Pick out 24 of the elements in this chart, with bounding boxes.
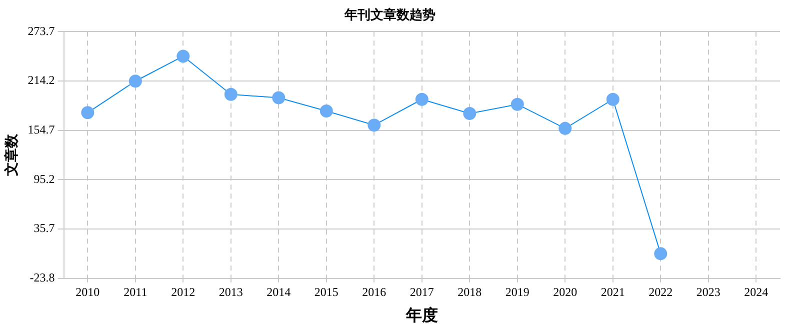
x-tick-label: 2015 (314, 284, 338, 299)
x-tick-label: 2016 (362, 284, 386, 299)
x-tick-label: 2019 (505, 284, 530, 299)
x-tick-label: 2023 (696, 284, 720, 299)
x-tick-label: 2017 (410, 284, 434, 299)
x-tick-label: 2018 (458, 284, 482, 299)
x-tick-label: 2014 (266, 284, 291, 299)
x-tick-label: 2020 (553, 284, 578, 299)
x-axis-title: 年度 (404, 306, 438, 325)
y-tick-label: 35.7 (34, 221, 55, 236)
y-tick-label: -23.8 (30, 270, 55, 285)
y-tick-label: 154.7 (28, 122, 55, 136)
x-tick-label: 2012 (171, 284, 196, 299)
x-tick-label: 2010 (76, 284, 100, 299)
y-tick-label: 273.7 (28, 24, 55, 38)
x-tick-label: 2013 (218, 284, 243, 299)
x-tick-label: 2024 (744, 284, 768, 299)
y-axis-title: 文章数 (3, 133, 20, 177)
x-tick-label: 2022 (648, 284, 673, 299)
chart-title: 年刊文章数趋势 (344, 7, 436, 22)
x-tick-label: 2011 (124, 284, 148, 299)
y-tick-label: 214.2 (28, 73, 55, 88)
y-tick-label: 95.2 (34, 172, 55, 186)
x-tick-label: 2021 (600, 284, 625, 299)
